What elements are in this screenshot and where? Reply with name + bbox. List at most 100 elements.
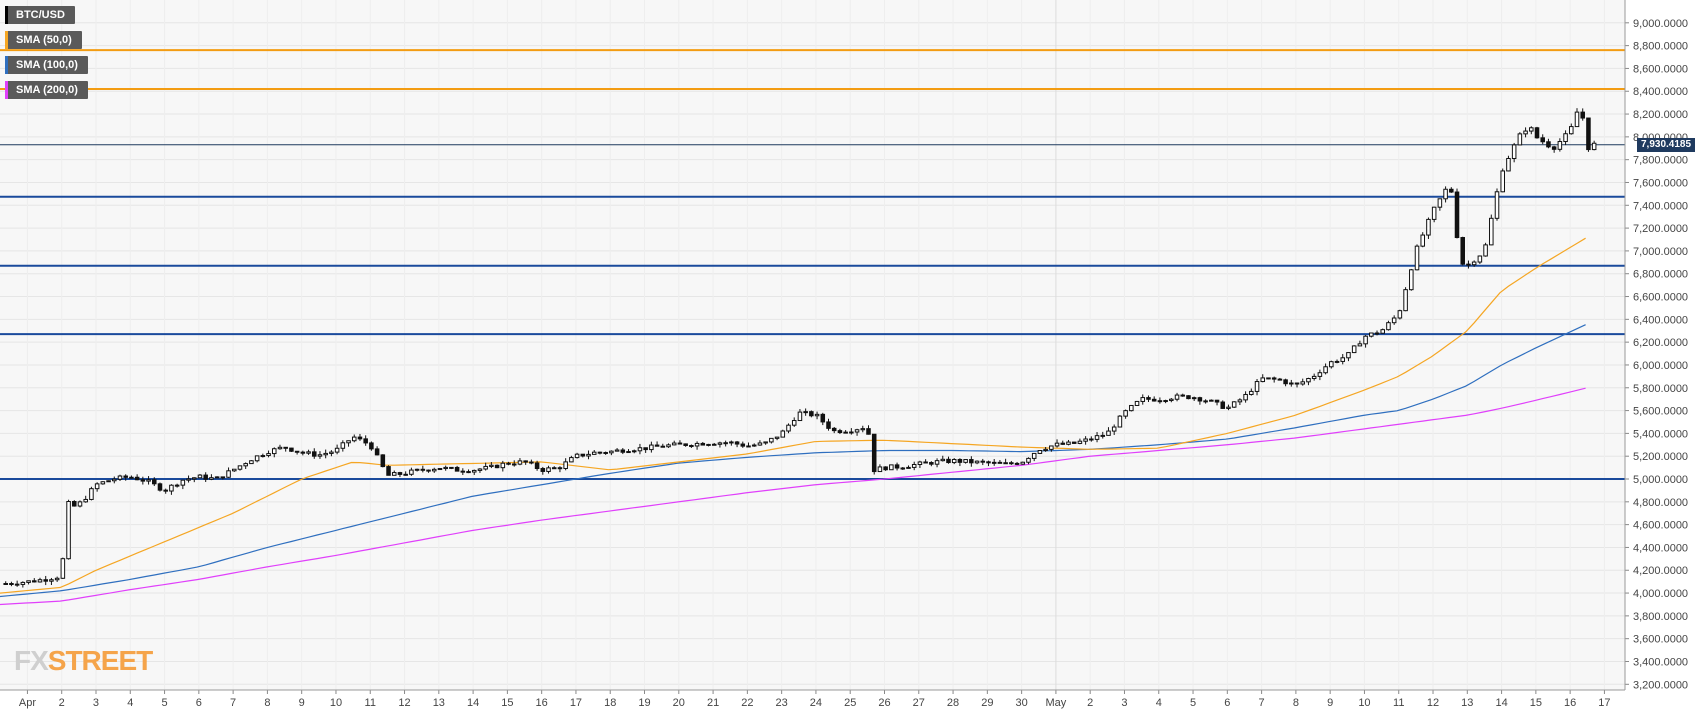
y-tick-label: 6,000.0000 <box>1633 360 1688 372</box>
candle-body <box>871 433 877 473</box>
candle-body <box>506 462 511 465</box>
x-tick-label: 28 <box>947 697 959 709</box>
candle-body <box>311 451 317 457</box>
candle-body <box>426 469 431 472</box>
candle-body <box>1249 390 1254 395</box>
candle-body <box>140 479 146 482</box>
candle-body <box>1351 345 1357 354</box>
candle-body <box>460 470 466 473</box>
candle-body <box>1489 217 1494 246</box>
legend-item-sma-200[interactable]: SMA (200,0) <box>5 81 88 99</box>
candle-body <box>1100 434 1106 437</box>
candle-body <box>831 427 837 432</box>
candle-body <box>809 411 814 417</box>
candle-body <box>220 476 226 479</box>
y-tick-label: 4,200.0000 <box>1633 565 1688 577</box>
legend-label: SMA (200,0) <box>16 84 78 96</box>
x-tick-label: May <box>1046 697 1067 709</box>
legend-item-sma-100[interactable]: SMA (100,0) <box>5 56 88 74</box>
x-tick-label: 10 <box>1358 697 1370 709</box>
candle-body <box>1551 146 1557 150</box>
candle-body <box>483 465 488 470</box>
candle-body <box>43 579 48 582</box>
candle-body <box>271 448 277 455</box>
legend-item-sma-50[interactable]: SMA (50,0) <box>5 31 82 49</box>
x-tick-label: 14 <box>467 697 479 709</box>
candle-body <box>934 460 940 465</box>
candle-body <box>1037 450 1043 454</box>
candle-body <box>1471 261 1477 266</box>
candle-body <box>1300 381 1306 385</box>
candle-body <box>677 442 683 445</box>
candle-body <box>1266 377 1271 380</box>
candle-body <box>32 580 37 583</box>
legend-swatch <box>5 6 8 24</box>
moving-averages <box>0 237 1586 606</box>
candle-body <box>534 462 540 470</box>
candle-body <box>957 458 963 463</box>
y-tick-label: 3,600.0000 <box>1633 634 1688 646</box>
candle-body <box>866 428 871 435</box>
candle-body <box>266 453 271 457</box>
candle-body <box>471 469 477 473</box>
candle-body <box>746 445 751 448</box>
candle-body <box>757 442 763 446</box>
x-tick-label: 26 <box>878 697 890 709</box>
candle-body <box>557 467 563 470</box>
candle-body <box>386 466 391 476</box>
x-tick-label: 29 <box>981 697 993 709</box>
x-tick-label: 6 <box>196 697 202 709</box>
candle-body <box>1317 372 1323 377</box>
candle-body <box>77 501 83 507</box>
candle-body <box>706 443 711 446</box>
candle-body <box>711 443 717 446</box>
y-tick-label: 6,200.0000 <box>1633 337 1688 349</box>
candle-body <box>614 449 620 452</box>
x-tick-label: 9 <box>1327 697 1333 709</box>
legend-label: BTC/USD <box>16 9 65 21</box>
x-tick-label: 20 <box>673 697 685 709</box>
candle-body <box>849 431 854 434</box>
candle-body <box>1289 382 1294 385</box>
x-tick-label: 7 <box>1259 697 1265 709</box>
y-tick-label: 3,800.0000 <box>1633 611 1688 623</box>
x-tick-label: 2 <box>1087 697 1093 709</box>
candle-body <box>803 411 808 414</box>
y-axis: 3,200.0000 3,400.0000 3,600.0000 3,800.0000… <box>1624 0 1688 691</box>
candle-body <box>1243 393 1248 401</box>
candle-body <box>254 455 260 462</box>
candle-body <box>1226 406 1231 409</box>
legend-item-btcusd[interactable]: BTC/USD <box>5 6 75 24</box>
candle-body <box>1060 442 1066 445</box>
candle-body <box>1151 398 1157 402</box>
candle-body <box>569 457 574 463</box>
candle-body <box>437 468 443 471</box>
candle-body <box>951 458 957 464</box>
candle-body <box>1311 375 1317 379</box>
candle-body <box>243 463 248 467</box>
candle-body <box>123 475 128 478</box>
candle-body <box>1591 142 1597 151</box>
candle-body <box>574 453 580 459</box>
candle-body <box>1277 378 1283 381</box>
candle-body <box>637 447 643 452</box>
candle-body <box>317 454 323 457</box>
x-tick-label: 4 <box>127 697 133 709</box>
x-tick-label: 25 <box>844 697 856 709</box>
candle-body <box>72 501 77 507</box>
candle-body <box>1220 401 1226 409</box>
candle-body <box>1500 170 1505 193</box>
candle-body <box>1323 366 1328 374</box>
candle-body <box>357 436 363 440</box>
sma-200-line <box>0 387 1586 606</box>
candle-body <box>1363 335 1368 345</box>
candle-body <box>83 498 88 503</box>
x-tick-label: 5 <box>161 697 167 709</box>
candle-body <box>409 469 414 475</box>
candle-body <box>1397 310 1403 319</box>
candle-body <box>1540 137 1545 143</box>
candle-body <box>1569 126 1574 135</box>
candle-body <box>283 446 288 449</box>
candle-body <box>391 472 397 476</box>
